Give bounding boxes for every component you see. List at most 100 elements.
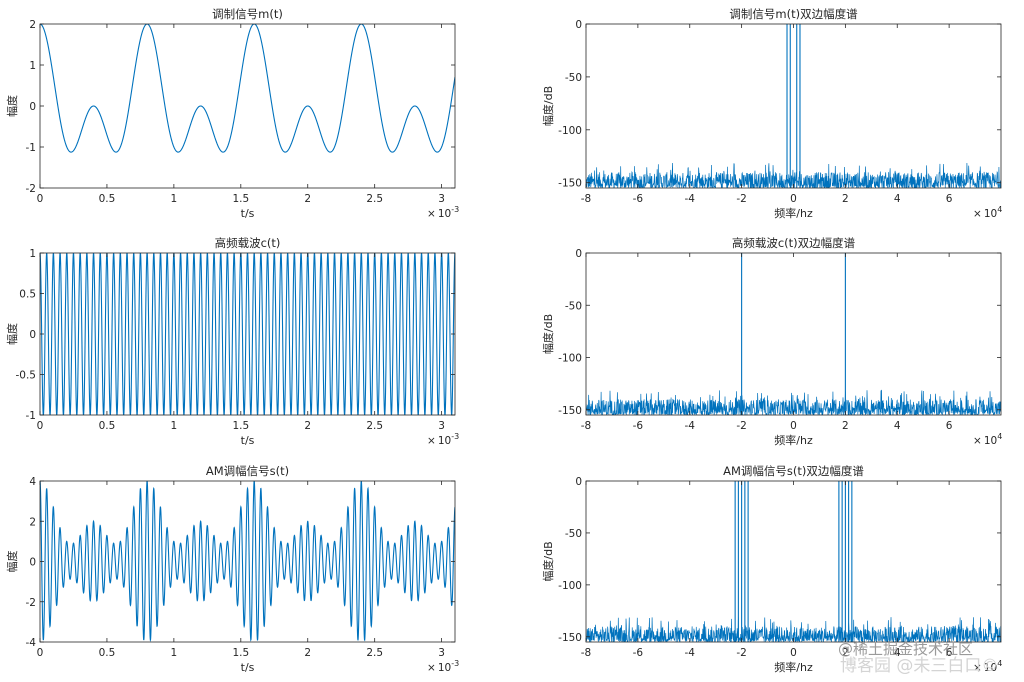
series-line-s_time [40, 481, 455, 642]
x-tick-label: 0.5 [99, 420, 116, 432]
y-tick-label: 0 [29, 557, 36, 569]
x-tick-label: 2 [842, 647, 849, 659]
x-tick-label: 0.5 [99, 193, 116, 205]
x-tick-label: 0 [37, 647, 44, 659]
y-tick-label: -0.5 [16, 370, 37, 382]
y-tick-label: 2 [29, 516, 36, 528]
x-tick-label: 2 [304, 647, 311, 659]
y-tick-label: -1 [26, 410, 36, 422]
x-tick-label: 1 [171, 647, 178, 659]
x-tick-label: 4 [894, 193, 901, 205]
x-tick-label: -4 [685, 420, 696, 432]
y-tick-label: -150 [558, 178, 582, 190]
series-line-s_spec [586, 617, 1001, 642]
x-tick-label: 3 [438, 647, 445, 659]
y-tick-label: 0 [575, 19, 582, 31]
y-tick-label: -100 [558, 125, 582, 137]
x-tick-label: -4 [685, 193, 696, 205]
y-tick-label: -50 [565, 300, 582, 312]
panel-c_spec: -8 -6 -4 -2 0 2 4 6 -150 -100 -50 0 高频载波c(t)双边幅度谱频率/… [541, 236, 1002, 447]
x-tick-label: 1 [171, 193, 178, 205]
axes-box-m_spec [585, 23, 1002, 189]
x-tick-label: 1.5 [232, 193, 249, 205]
y-tick-label: 0 [29, 101, 36, 113]
x-exponent-label: × 10-3 [427, 432, 459, 447]
x-tick-label: 6 [946, 420, 953, 432]
x-tick-label: -2 [736, 193, 746, 205]
x-tick-label: 1.5 [232, 647, 249, 659]
x-tick-label: 0.5 [99, 647, 116, 659]
x-tick-label: 0 [790, 193, 797, 205]
y-tick-label: -100 [558, 353, 582, 365]
x-tick-label: -2 [736, 420, 746, 432]
x-tick-label: -6 [633, 420, 644, 432]
x-tick-label: -2 [736, 647, 746, 659]
x-exponent-label: × 104 [973, 659, 1002, 674]
chart-title: 高频载波c(t) [215, 236, 281, 250]
y-axis-label: 幅度 [5, 323, 19, 345]
chart-title: 高频载波c(t)双边幅度谱 [732, 236, 856, 250]
y-tick-label: 0 [575, 248, 582, 260]
panel-m_spec: -8 -6 -4 -2 0 2 4 6 -150 -100 -50 0 调制信号m(t)双边幅度谱频率/… [541, 7, 1002, 220]
panel-m_time: 0 0.5 1 1.5 2 2.5 3 -2 -1 0 1 2 调制信号m(t) t/s 幅度 × 10-3 [5, 7, 459, 220]
panel-c_time: 0 0.5 1 1.5 2 2.5 3 -1 -0.5 0 0.5 1 高频载波c(t) t/s 幅度 × 10… [5, 236, 459, 447]
panel-s_spec: -8 -6 -4 -2 0 2 4 6 -150 -100 -50 0 AM调幅信号s(t)双边幅度谱频… [541, 464, 1002, 674]
x-tick-label: 2.5 [366, 420, 383, 432]
x-tick-label: 0 [37, 420, 44, 432]
series-line-m_time [40, 24, 455, 153]
chart-title: AM调幅信号s(t)双边幅度谱 [723, 464, 864, 478]
y-tick-label: 2 [29, 19, 36, 31]
x-axis-label: 频率/hz [774, 433, 813, 447]
x-tick-label: -8 [581, 193, 591, 205]
x-tick-label: 6 [946, 647, 953, 659]
y-tick-label: 1 [29, 60, 36, 72]
y-tick-label: -150 [558, 405, 582, 417]
x-tick-label: 2 [842, 193, 849, 205]
y-tick-label: 4 [29, 476, 36, 488]
x-tick-label: 3 [438, 193, 445, 205]
x-exponent-label: × 104 [973, 205, 1002, 220]
x-tick-label: -8 [581, 420, 591, 432]
x-tick-label: 1 [171, 420, 178, 432]
y-tick-label: -100 [558, 580, 582, 592]
x-tick-label: 4 [894, 647, 901, 659]
x-tick-label: -6 [633, 647, 644, 659]
x-tick-label: 2.5 [366, 647, 383, 659]
y-tick-label: 0 [575, 476, 582, 488]
x-axis-label: 频率/hz [774, 660, 813, 674]
y-tick-label: -2 [26, 183, 36, 195]
y-axis-label: 幅度/dB [541, 86, 555, 126]
chart-title: AM调幅信号s(t) [206, 464, 289, 478]
panel-s_time: 0 0.5 1 1.5 2 2.5 3 -4 -2 0 2 4 AM调幅信号s(t) t/s 幅度 × 10-3 [5, 464, 459, 674]
x-tick-label: -8 [581, 647, 591, 659]
x-axis-label: 频率/hz [774, 206, 813, 220]
y-tick-label: -1 [26, 142, 36, 154]
x-tick-label: 6 [946, 193, 953, 205]
y-tick-label: -2 [26, 597, 36, 609]
x-axis-label: t/s [241, 661, 255, 674]
x-tick-label: 3 [438, 420, 445, 432]
x-exponent-label: × 10-3 [427, 659, 459, 674]
x-tick-label: 0 [790, 647, 797, 659]
x-tick-label: 1.5 [232, 420, 249, 432]
x-tick-label: 0 [37, 193, 44, 205]
y-axis-label: 幅度/dB [541, 314, 555, 354]
watermark-juejin: @稀土掘金技术社区 [838, 640, 974, 658]
y-tick-label: -50 [565, 528, 582, 540]
y-tick-label: -150 [558, 632, 582, 644]
x-tick-label: 2 [842, 420, 849, 432]
y-tick-label: 1 [29, 248, 36, 260]
x-axis-label: t/s [241, 434, 255, 447]
x-tick-label: 2.5 [366, 193, 383, 205]
chart-title: 调制信号m(t) [212, 7, 283, 21]
axes-box-m_time [39, 23, 456, 189]
series-line-c_time [40, 253, 455, 415]
y-tick-label: -50 [565, 72, 582, 84]
x-exponent-label: × 104 [973, 432, 1002, 447]
y-tick-label: 0 [29, 329, 36, 341]
series-line-c_spec [586, 389, 1001, 415]
axes-box-s_spec [585, 480, 1002, 643]
y-axis-label: 幅度 [5, 95, 19, 117]
x-tick-label: 2 [304, 193, 311, 205]
